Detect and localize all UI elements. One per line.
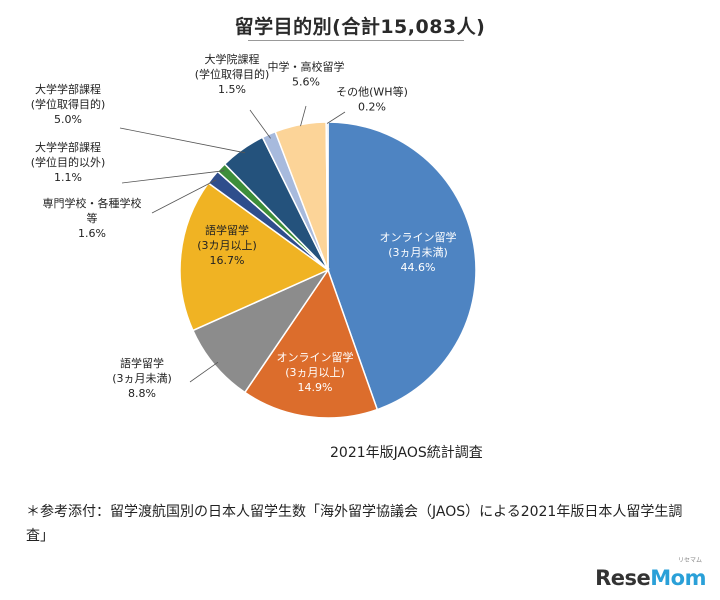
slice-category-label: (学位取得目的): [31, 97, 106, 111]
slice-category-label: 大学学部課程: [35, 140, 101, 154]
slice-percent-label: 1.5%: [218, 83, 246, 96]
pie-slice: [327, 121, 477, 411]
slice-percent-label: 0.2%: [358, 101, 386, 114]
footnote: ＊参考添付：留学渡航国別の日本人留学生数「海外留学協議会（JAOS）による202…: [26, 504, 683, 544]
logo-kana: リセマム: [677, 557, 702, 564]
slice-labels: オンライン留学 (3ヵ月未満) 44.6% オンライン留学 (3ヵ月以上) 14.9% 語学…: [31, 52, 457, 400]
resemom-logo: ReseMom: [595, 566, 706, 590]
leader-line: [119, 127, 246, 154]
slice-category-label: 専門学校・各種学校: [43, 196, 142, 210]
slice-category-label: 語学留学: [205, 223, 249, 237]
leader-line: [189, 361, 219, 383]
leader-line: [151, 179, 217, 214]
slice-category-label: 中学・高校留学: [268, 60, 345, 74]
leader-line: [326, 111, 346, 124]
logo-text-rese: Rese: [595, 566, 651, 590]
slice-percent-label: 1.1%: [54, 171, 82, 184]
slice-category-label: (3カ月以上): [197, 239, 257, 252]
leader-line: [121, 170, 225, 184]
pie-slice: [243, 268, 379, 419]
leader-lines: [119, 105, 346, 383]
slice-percent-label: 1.6%: [78, 227, 106, 240]
slice-category-label: その他(WH等): [336, 85, 408, 99]
slice-category-label: 語学留学: [120, 356, 164, 370]
source-note: 2021年版JAOS統計調査: [330, 445, 483, 461]
slice-category-label: 等: [87, 211, 98, 225]
slice-category-label: オンライン留学: [380, 230, 457, 244]
slice-percent-label: 14.9%: [298, 381, 333, 394]
slice-category-label: (3ヵ月未満): [112, 372, 172, 385]
leader-line: [300, 105, 307, 127]
title-underline: [248, 40, 464, 41]
slice-category-label: 大学学部課程: [35, 82, 101, 96]
pie-slice: [325, 121, 329, 271]
slice-category-label: 大学院課程: [205, 52, 260, 66]
slice-category-label: オンライン留学: [277, 350, 354, 364]
slice-percent-label: 44.6%: [401, 261, 436, 274]
chart-title: 留学目的別(合計15,083人): [234, 16, 486, 38]
slice-percent-label: 5.0%: [54, 113, 82, 126]
leader-line: [249, 109, 271, 139]
slice-percent-label: 5.6%: [292, 76, 320, 89]
slice-category-label: (3ヵ月以上): [285, 366, 345, 379]
slice-percent-label: 8.8%: [128, 387, 156, 400]
slice-category-label: (学位取得目的): [195, 67, 270, 81]
slice-percent-label: 16.7%: [210, 254, 245, 267]
slice-category-label: (学位目的以外): [31, 155, 106, 169]
pie-slice: [179, 181, 330, 332]
slice-category-label: (3ヵ月未満): [388, 246, 448, 259]
logo-text-mom: Mom: [650, 566, 706, 590]
